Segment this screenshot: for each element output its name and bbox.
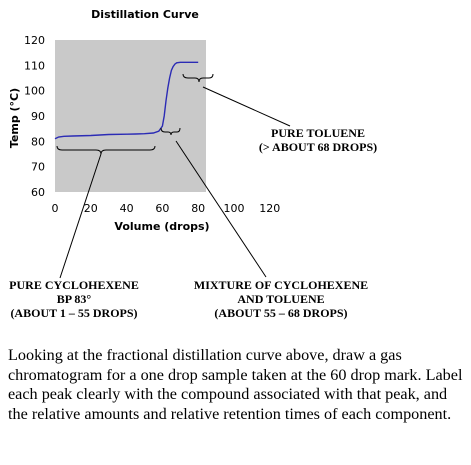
y-tick-label: 100 [24,85,45,98]
annotation-cyclohexene-line-2: BP 83° [56,292,92,306]
brace-mixture [160,127,181,136]
pointer-mixture [175,140,267,278]
x-tick-label: 40 [120,202,134,215]
y-tick-label: 60 [31,186,45,199]
annotation-toluene: PURE TOLUENE (> ABOUT 68 DROPS) [259,126,377,154]
annotation-cyclohexene-line-1: PURE CYCLOHEXENE [9,278,139,292]
annotation-cyclohexene-line-3: (ABOUT 1 – 55 DROPS) [10,306,138,320]
annotation-mixture-line-3: (ABOUT 55 – 68 DROPS) [214,306,348,320]
x-tick-label: 0 [52,202,59,215]
annotation-toluene-line-1: PURE TOLUENE [271,126,365,140]
pointer-cyclohexene [59,153,102,279]
y-axis-label: Temp (°C) [8,88,21,148]
brace-toluene [182,73,214,83]
question-text: Looking at the fractional distillation c… [8,346,463,423]
chart-title: Distillation Curve [91,8,199,21]
series-line [54,61,199,140]
x-tick-label: 20 [84,202,98,215]
y-tick-label: 80 [31,135,45,148]
x-tick-label: 60 [155,202,169,215]
y-tick-label: 70 [31,161,45,174]
annotation-toluene-line-2: (> ABOUT 68 DROPS) [258,140,378,154]
y-tick-label: 90 [31,110,45,123]
series-layer [54,61,199,140]
x-axis-label: Volume (drops) [114,220,209,233]
annotation-marks [56,73,291,279]
annotation-mixture-line-1: MIXTURE OF CYCLOHEXENE [193,278,369,292]
x-tick-label: 80 [191,202,205,215]
x-tick-label: 120 [259,202,280,215]
tick-labels: 0 20 40 60 80 100 120 60 70 80 90 100 110 120 [24,34,280,215]
annotation-mixture: MIXTURE OF CYCLOHEXENE AND TOLUENE (ABOU… [194,278,368,320]
y-tick-label: 110 [24,59,45,72]
distillation-chart: Distillation Curve 0 20 40 60 80 100 120 60 70 80… [8,8,291,279]
plot-area [55,40,206,192]
annotation-mixture-line-2: AND TOLUENE [237,292,325,306]
annotation-cyclohexene: PURE CYCLOHEXENE BP 83° (ABOUT 1 – 55 DR… [9,278,139,320]
pointer-toluene [202,86,291,127]
x-tick-label: 100 [224,202,245,215]
y-tick-label: 120 [24,34,45,47]
